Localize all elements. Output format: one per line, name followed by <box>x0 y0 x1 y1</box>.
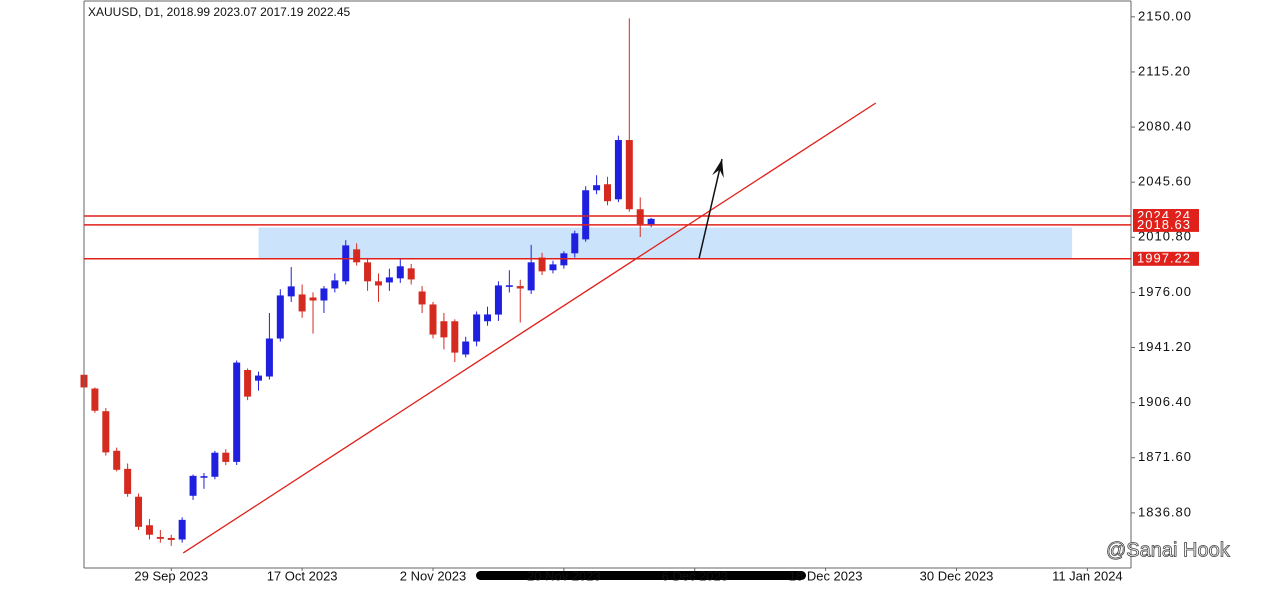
redaction-bar <box>476 571 806 580</box>
candle-body <box>331 280 339 289</box>
y-tick-label: 1941.20 <box>1138 339 1192 354</box>
candle-body <box>320 288 328 301</box>
x-tick-label: 17 Oct 2023 <box>267 568 338 583</box>
x-tick-label: 6 Dec 2023 <box>662 568 729 583</box>
candle-body <box>636 209 644 225</box>
candle-body <box>593 185 601 191</box>
price-label-box <box>1133 251 1199 266</box>
candle-body <box>418 291 426 305</box>
plot-area <box>80 18 1073 546</box>
candle-body <box>135 496 143 527</box>
candle-body <box>473 314 481 342</box>
price-label: 2018.63 <box>1137 217 1191 232</box>
candle-body <box>342 245 350 282</box>
watermark: @Sanai Hook <box>1106 539 1231 561</box>
candle-body <box>505 285 513 287</box>
y-tick-label: 2150.00 <box>1138 8 1192 23</box>
candle-body <box>549 264 557 271</box>
overlay <box>84 102 1131 554</box>
x-tick-label: 30 Dec 2023 <box>920 568 994 583</box>
candle-body <box>145 525 153 535</box>
price-label-box <box>1133 217 1199 232</box>
y-tick-label: 2045.60 <box>1138 174 1192 189</box>
candle-body <box>429 304 437 335</box>
candle-body <box>374 281 382 286</box>
candle-body <box>440 321 448 338</box>
candle-body <box>222 452 230 462</box>
candle-body <box>385 277 393 283</box>
candle-body <box>156 536 164 539</box>
candle-body <box>265 338 273 377</box>
support-zone <box>258 227 1073 260</box>
y-tick-label: 1836.80 <box>1138 504 1192 519</box>
candle-body <box>451 321 459 353</box>
y-tick-label: 2010.80 <box>1138 229 1192 244</box>
candle-body <box>113 450 121 470</box>
candle-body <box>167 537 175 540</box>
candle-body <box>582 190 590 240</box>
price-label: 1997.22 <box>1137 251 1191 266</box>
candle-body <box>625 140 633 210</box>
y-tick-label: 1976.00 <box>1138 284 1192 299</box>
arrow-shaft <box>698 158 723 259</box>
candle-body <box>647 218 655 225</box>
candle-body <box>407 268 415 280</box>
trend-line <box>182 102 877 554</box>
candle-body <box>604 184 611 202</box>
candle-body <box>200 476 208 478</box>
candle-body <box>178 519 186 540</box>
candle-body <box>255 375 262 381</box>
candle-body <box>124 468 132 494</box>
candle-body <box>298 294 306 312</box>
x-tick-label: 20 Nov 2023 <box>527 568 601 583</box>
candle-body <box>244 370 252 397</box>
candle-body <box>189 475 197 496</box>
candle-body <box>494 285 502 315</box>
arrow-head <box>712 159 724 178</box>
y-tick-label: 2115.20 <box>1138 63 1191 78</box>
x-tick-label: 11 Jan 2024 <box>1052 568 1123 583</box>
candle-body <box>614 140 622 200</box>
candle-body <box>233 362 241 462</box>
candle-body <box>102 411 110 453</box>
candle-body <box>276 295 284 339</box>
y-tick-label: 1871.60 <box>1138 449 1192 464</box>
candle-body <box>484 314 492 322</box>
candle-body <box>396 266 404 279</box>
candle-body <box>309 297 317 301</box>
y-tick-label: 2080.40 <box>1138 119 1192 134</box>
candle-body <box>353 249 361 263</box>
candle-body <box>527 262 535 291</box>
candle-body <box>364 262 372 282</box>
candle-body <box>287 286 295 297</box>
candle-body <box>538 257 546 272</box>
candle-body <box>91 388 99 411</box>
chart-title: XAUUSD, D1, 2018.99 2023.07 2017.19 2022… <box>88 5 351 19</box>
candle-body <box>211 452 219 477</box>
y-tick-label: 1906.40 <box>1138 394 1192 409</box>
candle-body <box>571 233 579 254</box>
candle-body <box>462 341 470 355</box>
candle-body <box>516 286 524 289</box>
x-tick-label: 2 Nov 2023 <box>400 568 467 583</box>
x-tick-label: 18 Dec 2023 <box>789 568 863 583</box>
x-tick-label: 29 Sep 2023 <box>134 568 208 583</box>
